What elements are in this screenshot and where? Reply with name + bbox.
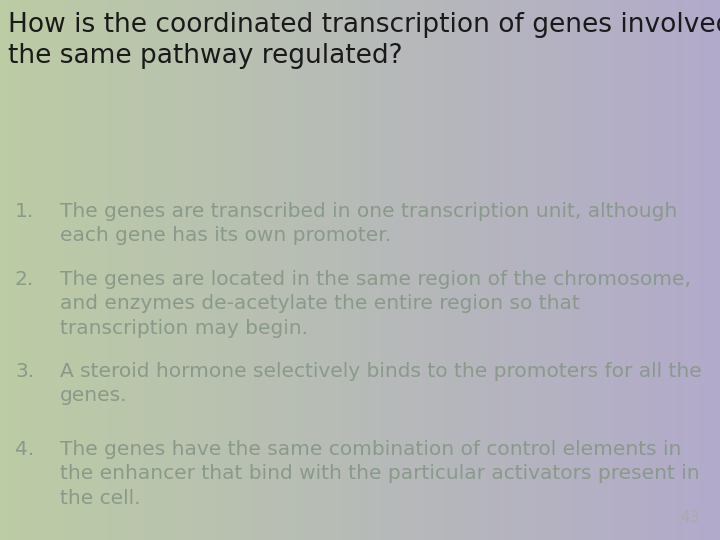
- Text: The genes are transcribed in one transcription unit, although
each gene has its : The genes are transcribed in one transcr…: [60, 202, 678, 245]
- Text: 3.: 3.: [15, 362, 34, 381]
- Text: The genes are located in the same region of the chromosome,
and enzymes de-acety: The genes are located in the same region…: [60, 270, 691, 338]
- Text: 1.: 1.: [15, 202, 35, 221]
- Text: How is the coordinated transcription of genes involved in
the same pathway regul: How is the coordinated transcription of …: [8, 12, 720, 69]
- Text: 2.: 2.: [15, 270, 35, 289]
- Text: 4.: 4.: [15, 440, 35, 459]
- Text: 43: 43: [680, 510, 700, 525]
- Text: The genes have the same combination of control elements in
the enhancer that bin: The genes have the same combination of c…: [60, 440, 700, 508]
- Text: A steroid hormone selectively binds to the promoters for all the
genes.: A steroid hormone selectively binds to t…: [60, 362, 702, 405]
